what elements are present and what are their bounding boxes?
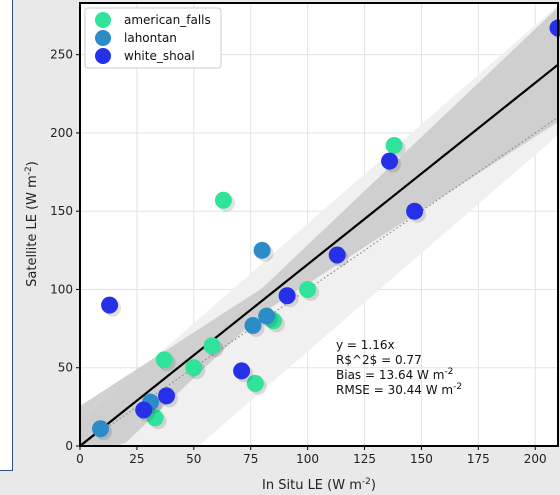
stats-line: R$^2$ = 0.77	[336, 353, 422, 367]
data-points	[91, 19, 560, 441]
data-point-lahontan	[253, 241, 271, 259]
confidence-bands	[80, 5, 558, 447]
data-point-american_falls	[246, 374, 264, 392]
x-tick-label: 75	[243, 452, 258, 466]
y-axis-ticks: 0 50 100 150 200 250	[50, 48, 80, 453]
data-point-american_falls	[214, 191, 232, 209]
y-axis-label: Satellite LE (W m-2​)	[24, 161, 40, 287]
y-tick-label: 250	[50, 48, 73, 62]
confidence-band	[80, 7, 558, 447]
x-tick-label: 175	[467, 452, 490, 466]
data-point-white_shoal	[381, 152, 399, 170]
x-tick-label: 125	[353, 452, 376, 466]
x-tick-label: 200	[524, 452, 547, 466]
data-point-lahontan	[244, 316, 262, 334]
data-point-white_shoal	[135, 401, 153, 419]
legend-marker-white_shoal	[95, 48, 111, 64]
y-tick-label: 100	[50, 282, 73, 296]
data-point-white_shoal	[101, 296, 119, 314]
data-point-american_falls	[385, 136, 403, 154]
legend: american_falls lahontan white_shoal	[84, 7, 222, 69]
legend-label-white_shoal: white_shoal	[124, 49, 195, 63]
y-tick-label: 150	[50, 204, 73, 218]
data-point-white_shoal	[406, 202, 424, 220]
data-point-lahontan	[258, 307, 276, 325]
data-point-lahontan	[91, 420, 109, 438]
x-axis-label: In Situ LE (W m-2​)	[262, 477, 376, 493]
data-point-american_falls	[203, 337, 221, 355]
data-point-american_falls	[155, 351, 173, 369]
fit-line	[79, 63, 559, 447]
legend-label-lahontan: lahontan	[124, 31, 177, 45]
data-point-white_shoal	[328, 246, 346, 264]
y-tick-label: 0	[65, 439, 73, 453]
y-tick-label: 50	[58, 361, 73, 375]
legend-box	[84, 7, 222, 69]
data-point-american_falls	[299, 280, 317, 298]
legend-marker-american_falls	[95, 12, 111, 28]
x-axis-ticks: 0 25 50 75 100 125 150 175 200	[76, 446, 547, 466]
x-tick-label: 50	[186, 452, 201, 466]
legend-label-american_falls: american_falls	[124, 13, 211, 27]
data-point-white_shoal	[278, 287, 296, 305]
stats-line: Bias = 13.64 W m-2​	[336, 367, 453, 382]
y-tick-label: 200	[50, 126, 73, 140]
data-point-white_shoal	[157, 387, 175, 405]
x-tick-label: 25	[129, 452, 144, 466]
data-point-american_falls	[185, 359, 203, 377]
x-tick-label: 100	[296, 452, 319, 466]
stats-line: RMSE = 30.44 W m-2​	[336, 382, 462, 397]
stats-line: y = 1.16x	[336, 338, 395, 352]
side-panel	[0, 0, 13, 471]
x-tick-label: 150	[410, 452, 433, 466]
x-tick-label: 0	[76, 452, 84, 466]
plot-frame	[79, 2, 559, 447]
data-point-white_shoal	[233, 362, 251, 380]
legend-marker-lahontan	[95, 30, 111, 46]
